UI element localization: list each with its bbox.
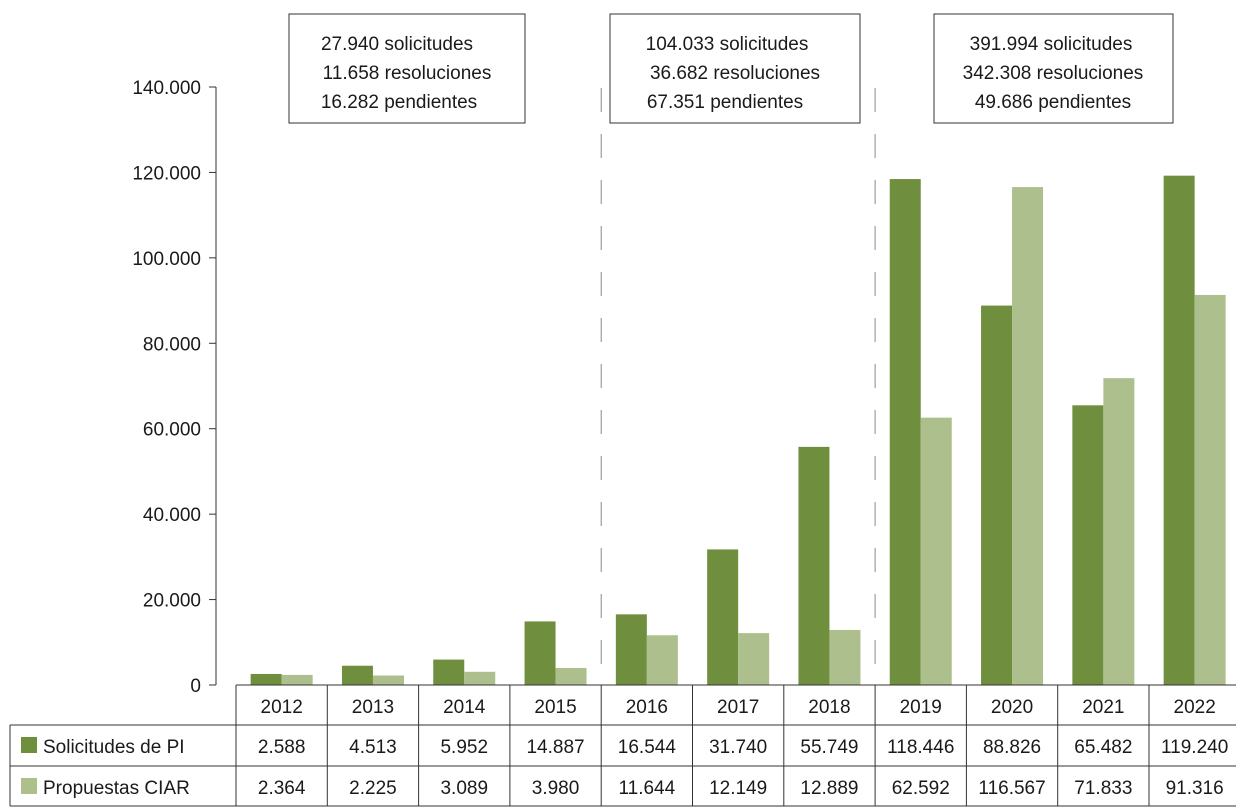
x-tick-label: 2013 bbox=[352, 697, 394, 718]
legend-swatch bbox=[21, 737, 37, 753]
x-tick-label: 2018 bbox=[808, 697, 850, 718]
y-tick-label: 100.000 bbox=[132, 249, 201, 270]
table-cell-value: 16.544 bbox=[618, 737, 677, 758]
annotation-line: 27.940 solicitudes bbox=[321, 34, 473, 55]
bar-solicitudes-2021 bbox=[1072, 405, 1104, 685]
table-cell-value: 3.089 bbox=[440, 778, 488, 799]
x-tick-label: 2016 bbox=[626, 697, 668, 718]
table-cell-value: 65.482 bbox=[1074, 737, 1132, 758]
table-cell-value: 5.952 bbox=[440, 737, 488, 758]
annotation-line: 104.033 solicitudes bbox=[646, 34, 809, 55]
bar-propuestas-2019 bbox=[920, 417, 952, 685]
x-tick-label: 2015 bbox=[534, 697, 576, 718]
table-cell-value: 2.225 bbox=[349, 778, 397, 799]
bar-propuestas-2017 bbox=[738, 633, 770, 685]
table-cell-value: 62.592 bbox=[892, 778, 950, 799]
x-tick-label: 2017 bbox=[717, 697, 759, 718]
y-tick-label: 20.000 bbox=[143, 591, 201, 612]
table-cell-value: 4.513 bbox=[349, 737, 397, 758]
annotation-box bbox=[609, 13, 861, 124]
legend-label: Solicitudes de PI bbox=[43, 737, 185, 758]
table-cell-value: 71.833 bbox=[1074, 778, 1132, 799]
legend-swatch bbox=[21, 778, 37, 794]
bar-solicitudes-2020 bbox=[981, 305, 1013, 685]
bar-solicitudes-2014 bbox=[433, 659, 465, 685]
annotation-line: 49.686 pendientes bbox=[975, 92, 1131, 113]
x-tick-label: 2020 bbox=[991, 697, 1033, 718]
bar-propuestas-2018 bbox=[829, 629, 861, 685]
annotation-box bbox=[933, 13, 1174, 124]
table-cell-value: 11.644 bbox=[618, 778, 675, 799]
bar-solicitudes-2013 bbox=[341, 665, 373, 685]
bar-propuestas-2020 bbox=[1012, 187, 1044, 685]
y-tick-label: 40.000 bbox=[143, 505, 201, 526]
x-tick-label: 2014 bbox=[443, 697, 486, 718]
annotation-line: 16.282 pendientes bbox=[321, 92, 477, 113]
bar-solicitudes-2022 bbox=[1163, 175, 1195, 685]
y-tick-label: 60.000 bbox=[143, 420, 201, 441]
table-cell-value: 118.446 bbox=[887, 737, 954, 758]
table-cell-value: 119.240 bbox=[1161, 737, 1228, 758]
y-tick-label: 0 bbox=[190, 676, 201, 697]
table-cell-value: 2.364 bbox=[258, 778, 306, 799]
bar-propuestas-2016 bbox=[646, 635, 678, 685]
x-tick-label: 2021 bbox=[1082, 697, 1124, 718]
bar-solicitudes-2019 bbox=[889, 179, 921, 685]
legend-label: Propuestas CIAR bbox=[43, 778, 190, 799]
table-cell-value: 2.588 bbox=[258, 737, 306, 758]
bar-propuestas-2013 bbox=[372, 675, 404, 685]
annotation-box bbox=[288, 13, 526, 124]
table-cell-value: 3.980 bbox=[532, 778, 580, 799]
y-tick-label: 140.000 bbox=[132, 78, 201, 99]
x-tick-label: 2022 bbox=[1174, 697, 1216, 718]
bar-solicitudes-2012 bbox=[250, 673, 282, 685]
bar-propuestas-2022 bbox=[1194, 294, 1226, 685]
table-cell-value: 31.740 bbox=[709, 737, 767, 758]
bar-solicitudes-2017 bbox=[707, 549, 739, 685]
bar-solicitudes-2015 bbox=[524, 621, 556, 685]
table-cell-value: 12.889 bbox=[800, 778, 858, 799]
annotation-line: 11.658 resoluciones bbox=[323, 63, 492, 84]
table-cell-value: 88.826 bbox=[983, 737, 1041, 758]
table-cell-value: 14.887 bbox=[526, 737, 584, 758]
table-cell-value: 12.149 bbox=[709, 778, 767, 799]
y-tick-label: 80.000 bbox=[143, 334, 201, 355]
bar-propuestas-2012 bbox=[281, 674, 313, 685]
bar-propuestas-2015 bbox=[555, 667, 587, 685]
annotation-line: 67.351 pendientes bbox=[647, 92, 803, 113]
bar-propuestas-2014 bbox=[464, 671, 496, 685]
table-cell-value: 55.749 bbox=[800, 737, 858, 758]
table-cell-value: 91.316 bbox=[1166, 778, 1224, 799]
x-tick-label: 2012 bbox=[261, 697, 303, 718]
y-tick-label: 120.000 bbox=[132, 163, 201, 184]
bar-solicitudes-2016 bbox=[615, 614, 647, 685]
x-tick-label: 2019 bbox=[900, 697, 942, 718]
bar-propuestas-2021 bbox=[1103, 378, 1135, 685]
table-cell-value: 116.567 bbox=[978, 778, 1045, 799]
annotation-line: 342.308 resoluciones bbox=[963, 63, 1144, 84]
annotation-line: 36.682 resoluciones bbox=[650, 63, 820, 84]
annotation-line: 391.994 solicitudes bbox=[970, 34, 1133, 55]
bar-solicitudes-2018 bbox=[798, 446, 830, 685]
